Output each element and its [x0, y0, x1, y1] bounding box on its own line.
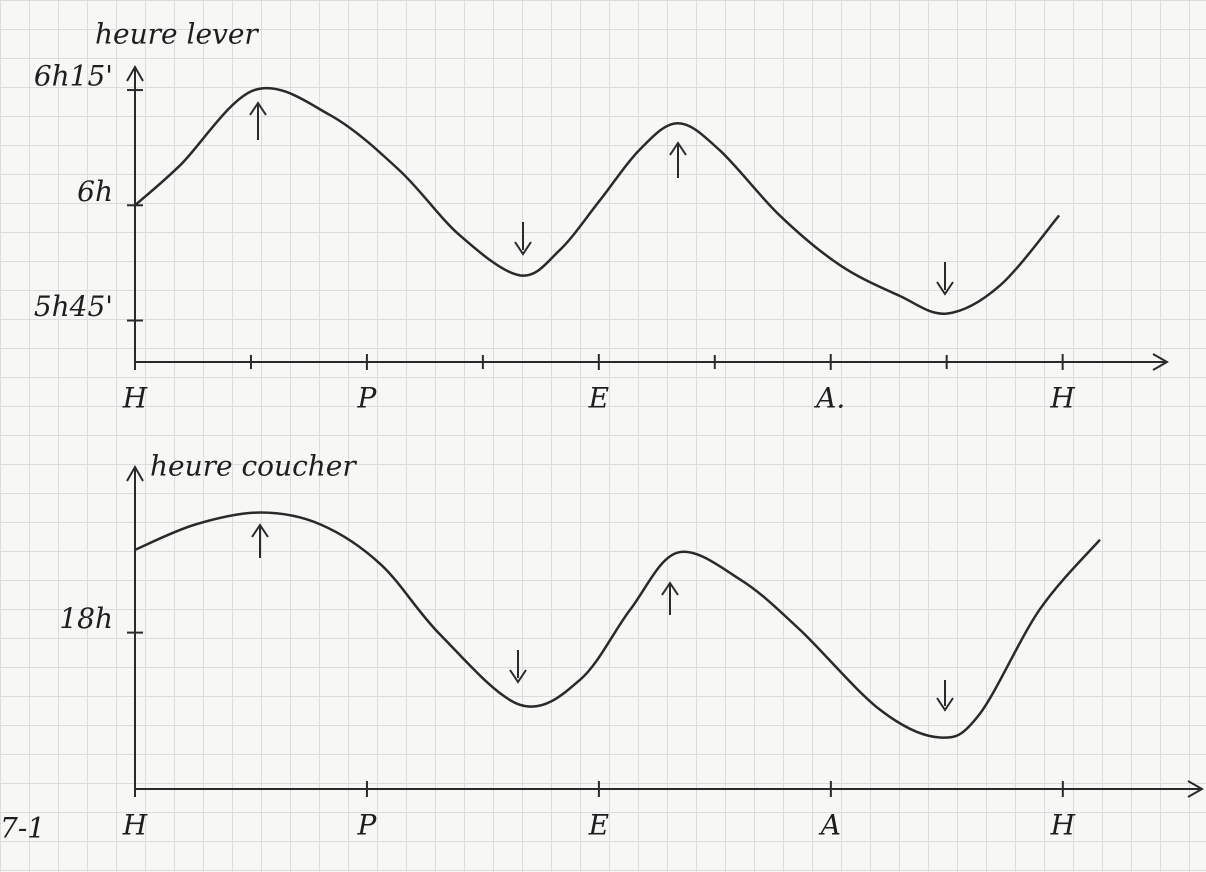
page: 7-1 heure lever 6h15' 6h 5h45' H P E A. Hheure c…: [0, 0, 1206, 872]
x-tick-label: E: [588, 809, 609, 842]
x-axis: [135, 354, 1167, 370]
y-axis: [127, 67, 143, 362]
y-tick-label: 6h15': [34, 60, 113, 93]
x-tick-label: P: [356, 382, 377, 415]
y-axis: [127, 467, 143, 789]
y-tick-label: 6h: [77, 175, 113, 208]
x-tick-label: H: [122, 809, 148, 842]
data-line: [135, 88, 1059, 314]
x-tick-label: H: [122, 382, 148, 415]
y-tick-label: 18h: [59, 602, 113, 635]
y-tick-label: 5h45': [34, 290, 113, 323]
x-tick-label: A: [818, 809, 841, 842]
chart: 7-1 heure lever 6h15' 6h 5h45' H P E A. Hheure c…: [0, 0, 1206, 872]
x-tick-label: H: [1050, 809, 1076, 842]
data-line: [135, 513, 1100, 738]
x-tick-label: H: [1049, 382, 1075, 415]
x-tick-label: P: [357, 809, 378, 842]
figure-label: 7-1: [0, 812, 45, 845]
x-tick-label: A.: [813, 382, 845, 415]
chart-title: heure coucher: [150, 450, 357, 483]
x-axis: [135, 781, 1202, 797]
chart-title: heure lever: [95, 18, 259, 51]
x-tick-label: E: [588, 382, 609, 415]
